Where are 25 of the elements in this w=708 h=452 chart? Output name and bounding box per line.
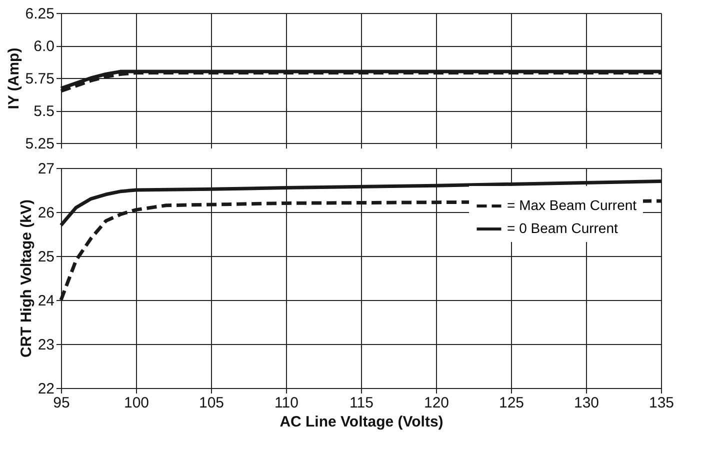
y-tick-label: 5.5: [34, 103, 54, 120]
x-tick-label: 105: [198, 394, 224, 412]
legend-label: = 0 Beam Current: [507, 220, 618, 236]
y-tick-label: 5.75: [25, 70, 54, 88]
y-tick-label: 6.0: [34, 38, 54, 55]
x-tick-label: 125: [498, 394, 524, 412]
y-tick-label: 25: [38, 248, 54, 266]
legend-label: = Max Beam Current: [507, 197, 637, 213]
x-axis-title: AC Line Voltage (Volts): [280, 414, 444, 430]
x-tick-label: 130: [574, 394, 600, 412]
x-tick-label: 115: [350, 394, 374, 412]
x-tick-label: 135: [648, 394, 674, 412]
y-tick-label: 5.25: [25, 136, 54, 152]
y-tick-label: 6.25: [25, 6, 54, 22]
y-tick-label: 26: [38, 204, 54, 222]
x-tick-label: 95: [53, 394, 70, 412]
y-tick-label: 24: [38, 292, 54, 310]
y-tick-label: 22: [38, 380, 54, 398]
y-axis-title: CRT High Voltage (kV): [18, 199, 35, 358]
x-tick-label: 110: [274, 394, 298, 412]
x-tick-label: 120: [424, 394, 450, 412]
x-tick-label: 100: [124, 394, 150, 412]
y-tick-label: 27: [38, 160, 54, 178]
y-tick-label: 23: [38, 336, 54, 354]
y-axis-title: IY (Amp): [5, 48, 22, 110]
